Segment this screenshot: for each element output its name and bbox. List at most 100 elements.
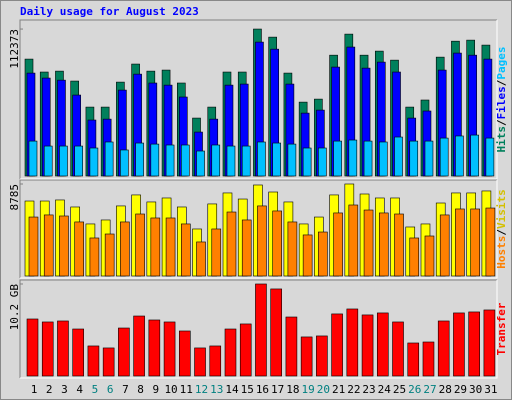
bar (181, 144, 190, 177)
x-tick-label: 10 (164, 383, 177, 396)
x-tick-label: 16 (256, 383, 269, 396)
bar (118, 327, 130, 377)
bar (285, 316, 298, 377)
bar (424, 140, 434, 177)
bar (394, 213, 404, 277)
bar (378, 141, 388, 177)
bar (239, 323, 252, 377)
bar (104, 141, 114, 177)
bar (361, 314, 374, 377)
bar (72, 328, 84, 377)
bar (468, 311, 480, 377)
x-tick-label: 14 (225, 383, 239, 396)
bar (287, 221, 298, 277)
x-tick-label: 6 (107, 383, 114, 396)
x-tick-label: 5 (92, 383, 99, 396)
bar (43, 145, 53, 177)
bar (302, 234, 313, 277)
bar (470, 208, 480, 277)
bar (148, 319, 161, 377)
x-tick-label: 4 (76, 383, 83, 396)
bar (43, 214, 54, 277)
bar (74, 145, 83, 177)
bar (179, 330, 191, 377)
bar (135, 142, 144, 177)
x-tick-label: 17 (271, 383, 284, 396)
bar (316, 335, 328, 377)
legend-separator: / (495, 229, 508, 236)
bar (165, 217, 176, 277)
bar (28, 140, 38, 177)
bar (394, 136, 403, 177)
bar (378, 212, 389, 277)
bar (26, 318, 39, 377)
bar (287, 143, 297, 177)
bar (485, 207, 496, 277)
bar (455, 208, 465, 277)
x-tick-label: 25 (393, 383, 406, 396)
bar (409, 140, 419, 177)
x-tick-label: 19 (302, 383, 315, 396)
x-tick-label: 29 (454, 383, 467, 396)
bar (28, 216, 39, 277)
legend-entry: Visits (495, 189, 508, 229)
bar (241, 219, 252, 277)
bar (257, 141, 266, 177)
x-tick-label: 31 (484, 383, 497, 396)
x-tick-label: 7 (122, 383, 129, 396)
bar (255, 283, 267, 377)
bar (348, 139, 358, 177)
bar (270, 288, 282, 377)
bar (196, 241, 206, 277)
legend-entry: Hosts (495, 236, 508, 269)
x-tick-label: 2 (46, 383, 53, 396)
legend: Hits/Files/Pages (495, 47, 508, 153)
legend-entry: Files (495, 86, 508, 119)
x-tick-label: 24 (378, 383, 392, 396)
legend-separator: / (495, 79, 508, 86)
bar (333, 140, 342, 177)
panel-border (19, 279, 497, 378)
bar (409, 237, 420, 277)
bar (272, 142, 281, 177)
x-tick-label: 21 (332, 383, 345, 396)
bar (453, 312, 465, 377)
x-tick-label: 12 (195, 383, 208, 396)
bar (333, 212, 343, 277)
bar (104, 233, 115, 277)
bar (424, 235, 435, 277)
bar (59, 215, 69, 277)
x-tick-label: 28 (439, 383, 452, 396)
legend: Transfer (495, 302, 508, 355)
bar (135, 213, 145, 277)
bar (89, 237, 100, 277)
bar (348, 204, 359, 277)
bar (318, 231, 328, 277)
x-tick-label: 22 (347, 383, 360, 396)
x-tick-label: 23 (362, 383, 375, 396)
bar (209, 345, 222, 377)
bar (150, 143, 160, 177)
bar (485, 137, 495, 177)
x-tick-label: 3 (61, 383, 68, 396)
bar (57, 320, 69, 377)
bar (120, 149, 129, 177)
bar (226, 145, 236, 177)
bar (102, 347, 115, 377)
bar (422, 341, 435, 377)
y-tick-label: 112373 (8, 29, 21, 69)
bar (363, 140, 373, 177)
bar (407, 342, 420, 377)
legend-entry: Transfer (495, 302, 508, 355)
x-tick-label: 13 (210, 383, 223, 396)
x-tick-label: 30 (469, 383, 482, 396)
bar (224, 328, 237, 377)
y-tick-label: 10.2 GB (8, 284, 21, 331)
bar (392, 321, 404, 377)
bar (196, 150, 205, 177)
legend: Hosts/Visits (495, 189, 508, 269)
bar (455, 135, 464, 177)
legend-entry: Hits (495, 126, 508, 153)
